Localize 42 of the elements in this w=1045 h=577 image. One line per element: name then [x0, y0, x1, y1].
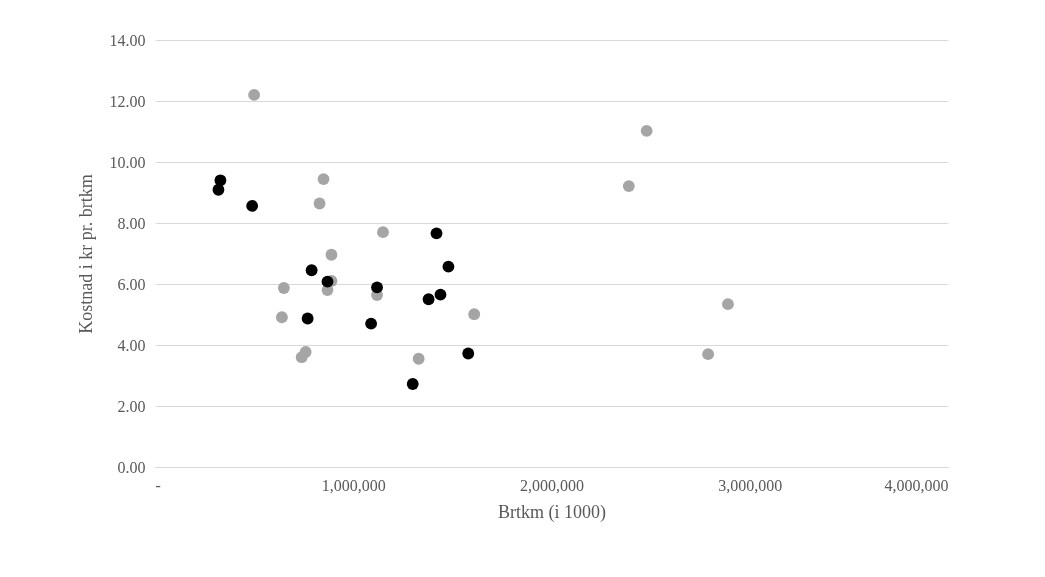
point [275, 311, 288, 324]
point [313, 197, 326, 210]
y-tick-label: 0.00 [117, 458, 146, 476]
point [365, 317, 378, 330]
point [317, 173, 330, 185]
point [442, 260, 455, 273]
point [468, 308, 481, 321]
point [305, 264, 318, 277]
point [212, 183, 225, 196]
point [406, 378, 419, 390]
x-tick-label: 2,000,000 [520, 476, 584, 494]
x-tick-label: 4,000,000 [884, 476, 949, 494]
x-axis-title: Brtkm (i 1000) [498, 501, 606, 523]
point [325, 248, 338, 261]
y-tick-label: 6.00 [117, 275, 146, 293]
point [277, 282, 290, 294]
point [430, 227, 443, 240]
point [622, 180, 635, 192]
point [246, 200, 259, 212]
y-tick-label: 14.00 [109, 31, 146, 49]
point [377, 226, 389, 239]
x-tick-label: 3,000,000 [718, 476, 783, 494]
y-tick-label: 8.00 [117, 214, 146, 232]
point [321, 275, 334, 288]
point [248, 89, 261, 101]
point [371, 281, 383, 294]
point [434, 288, 447, 301]
y-tick-label: 2.00 [117, 397, 146, 415]
y-tick-label: 10.00 [109, 153, 146, 171]
y-tick-label: 12.00 [109, 92, 146, 110]
y-tick-label: 4.00 [117, 336, 146, 354]
point [422, 293, 435, 306]
y-axis-title: Kostnad i kr pr. brtkm [75, 174, 96, 334]
point [412, 352, 425, 365]
point [702, 348, 715, 361]
point [295, 351, 308, 364]
point [462, 347, 475, 360]
point [301, 312, 314, 325]
x-tick-label: 1,000,000 [321, 476, 386, 494]
point [722, 298, 734, 311]
x-tick-label: - [155, 476, 161, 494]
point [640, 124, 653, 137]
